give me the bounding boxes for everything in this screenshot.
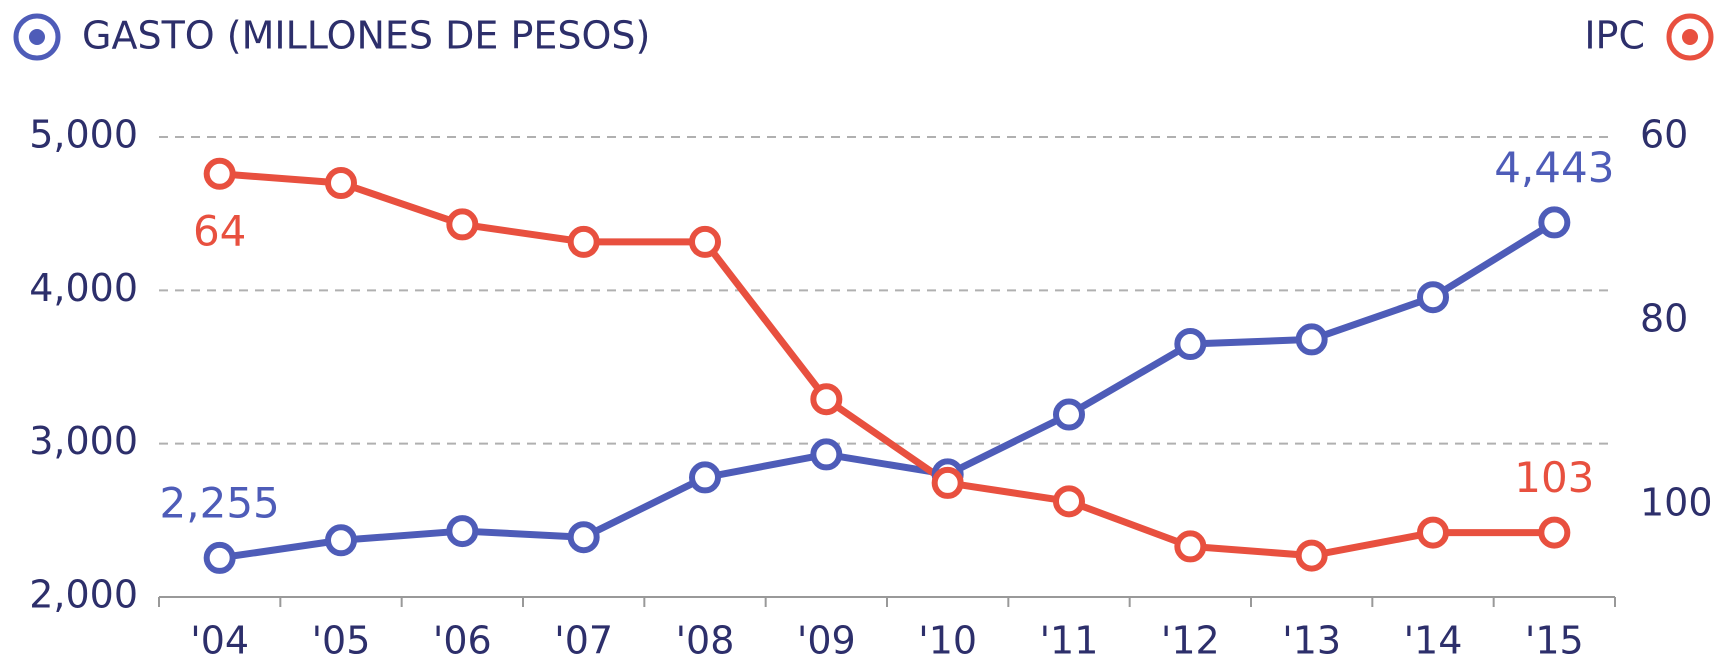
legend-icon-dot [1682, 29, 1698, 45]
point [810, 438, 843, 471]
data-label: 2,255 [160, 478, 280, 527]
x-tick-label: '08 [676, 619, 735, 663]
x-tick-label: '04 [190, 619, 249, 663]
y-tick-label: 5,000 [29, 113, 138, 157]
x-tick-label: '13 [1282, 619, 1341, 663]
point [1538, 516, 1571, 549]
series-line [219, 170, 1555, 560]
x-tick-label: '12 [1161, 619, 1220, 663]
point [1295, 323, 1328, 356]
point [689, 461, 721, 494]
point [1053, 485, 1085, 518]
x-tick-label: '06 [433, 619, 492, 663]
y2-tick-label: 80 [1640, 297, 1688, 341]
point [689, 225, 721, 258]
data-label: 103 [1514, 453, 1594, 502]
y-tick-label: 3,000 [29, 419, 138, 463]
point [325, 524, 357, 557]
point [931, 466, 964, 499]
point [1053, 398, 1085, 431]
point [810, 383, 843, 416]
legend-icon [1666, 13, 1714, 61]
point [1174, 328, 1207, 360]
point [203, 157, 236, 190]
point [446, 208, 479, 241]
x-tick-label: '05 [312, 619, 371, 663]
point [567, 225, 600, 258]
point [567, 521, 600, 554]
point [203, 541, 236, 574]
data-label: 64 [193, 206, 246, 255]
y-tick-label: 4,000 [29, 266, 138, 310]
legend-label: GASTO (MILLONES DE PESOS) [82, 14, 650, 58]
point [1538, 206, 1571, 239]
y-tick-label: 2,000 [29, 573, 138, 617]
x-tick-label: '09 [797, 619, 856, 663]
legend-icon-dot [29, 29, 45, 45]
y2-tick-label: 100 [1640, 481, 1713, 525]
x-tick-label: '15 [1525, 619, 1584, 663]
point [446, 515, 479, 548]
point [325, 167, 357, 199]
data-label: 4,443 [1494, 143, 1614, 192]
legend-icon [13, 13, 61, 61]
x-tick-label: '14 [1404, 619, 1463, 663]
y2-tick-label: 60 [1640, 113, 1688, 157]
series-line [219, 219, 1557, 562]
legend-label: IPC [1584, 14, 1645, 58]
x-tick-label: '10 [918, 619, 977, 663]
point [1174, 530, 1207, 563]
x-tick-label: '11 [1040, 619, 1099, 663]
x-tick-label: '07 [554, 619, 613, 663]
point [1417, 516, 1449, 549]
point [1417, 281, 1449, 314]
point [1295, 539, 1328, 572]
